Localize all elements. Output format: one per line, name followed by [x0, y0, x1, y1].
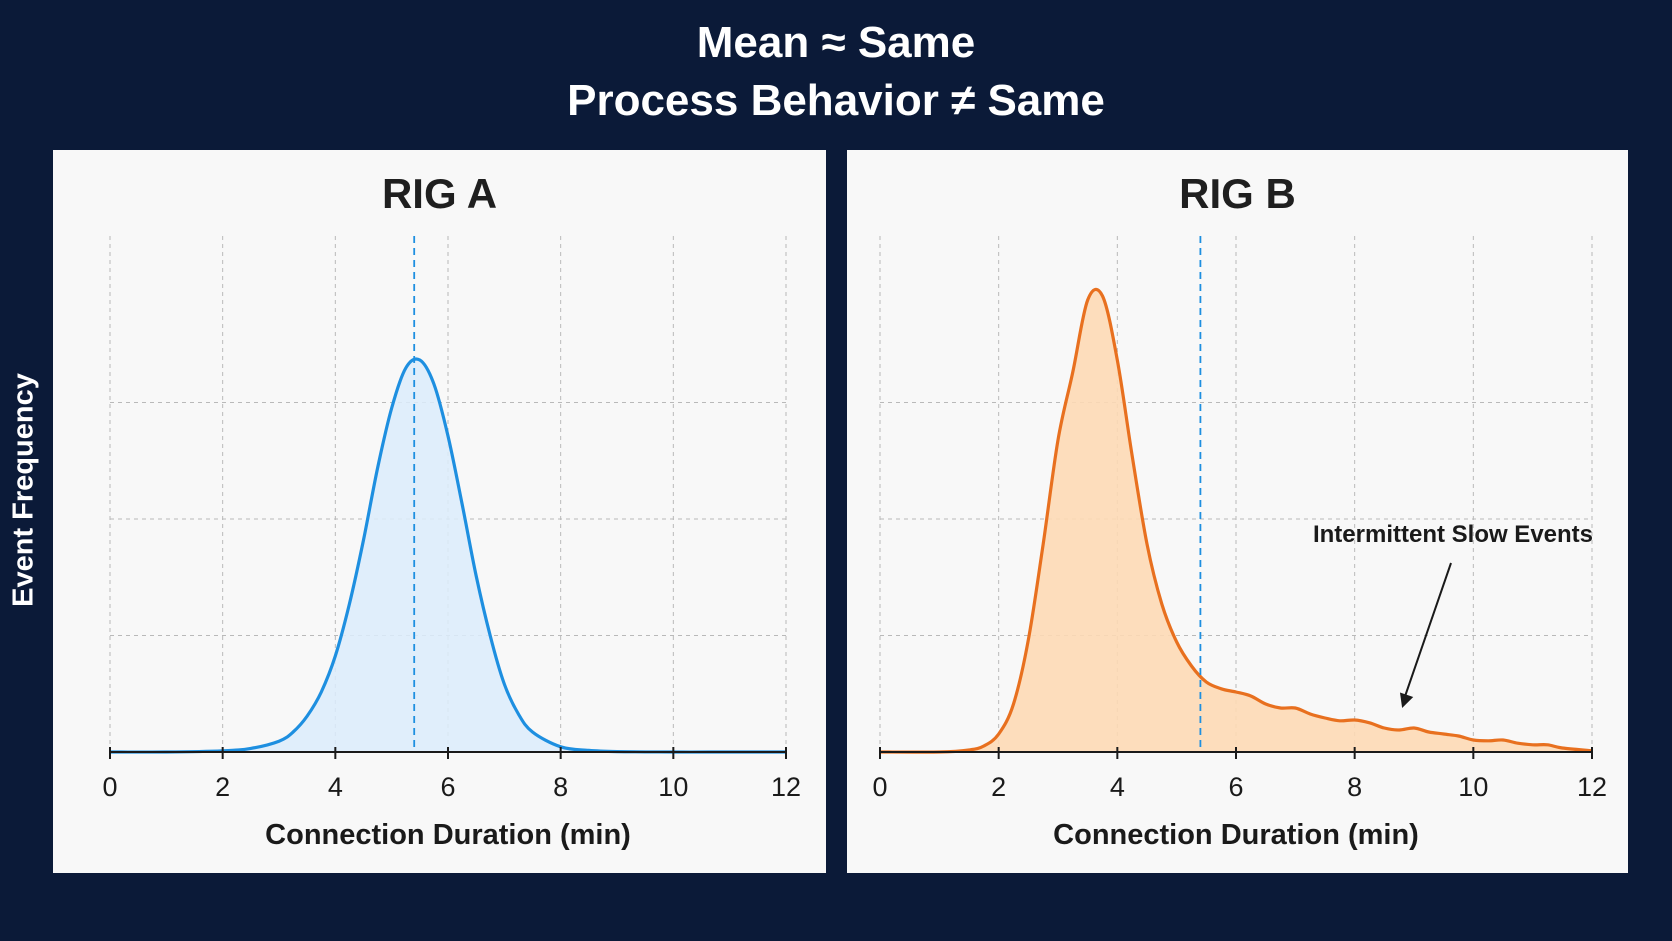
rig-a-x-tick-label: 12: [771, 772, 801, 802]
rig-b-x-tick-label: 8: [1347, 772, 1362, 802]
rig-a-x-tick-label: 4: [328, 772, 343, 802]
annotation-arrow-head: [1399, 692, 1414, 708]
chart-title: Mean ≈ Same Process Behavior ≠ Same: [0, 14, 1672, 130]
rig-a-distribution-line: [109, 357, 786, 754]
chart-title-line1: Mean ≈ Same: [696, 18, 976, 67]
rig-b-area-fill: [880, 289, 1592, 753]
rig-b-x-tick-label: 10: [1458, 772, 1488, 802]
annotation-arrow-line: [1404, 562, 1452, 697]
rig-b-x-axis-label: Connection Duration (min): [1053, 819, 1419, 851]
rig-b-x-tick-label: 4: [1110, 772, 1125, 802]
rig-a-panel: RIG A 0 2 4 6 8 10 12 Connection Duration (min): [53, 150, 826, 873]
rig-b-distribution-line: [879, 287, 1593, 754]
rig-a-x-tick-label: 8: [553, 772, 568, 802]
rig-b-x-tick-label: 12: [1577, 772, 1607, 802]
rig-b-panel: RIG B 0 2 4 6 8 10 12 Connection Duration (min)…: [847, 150, 1628, 873]
rig-b-x-tick-label: 6: [1228, 772, 1243, 802]
y-axis-label: Event Frequency: [7, 373, 40, 607]
rig-b-x-tick-label: 0: [872, 772, 887, 802]
rig-a-x-tick-label: 10: [658, 772, 688, 802]
rig-a-area-fill: [110, 358, 786, 753]
annotation-label: Intermittent Slow Events: [1313, 521, 1593, 548]
chart-title-line2: Process Behavior ≠ Same: [567, 76, 1105, 125]
rig-a-chart: 0 2 4 6 8 10 12 Connection Duration (min): [102, 236, 801, 851]
rig-b-title: RIG B: [1179, 170, 1296, 217]
rig-b-x-tick-label: 2: [991, 772, 1006, 802]
rig-a-x-tick-label: 6: [440, 772, 455, 802]
rig-a-x-tick-label: 2: [215, 772, 230, 802]
rig-a-x-axis-label: Connection Duration (min): [265, 819, 631, 851]
rig-a-x-tick-label: 0: [102, 772, 117, 802]
rig-b-chart: 0 2 4 6 8 10 12 Connection Duration (min) Interm…: [872, 236, 1607, 851]
rig-a-title: RIG A: [381, 170, 498, 217]
